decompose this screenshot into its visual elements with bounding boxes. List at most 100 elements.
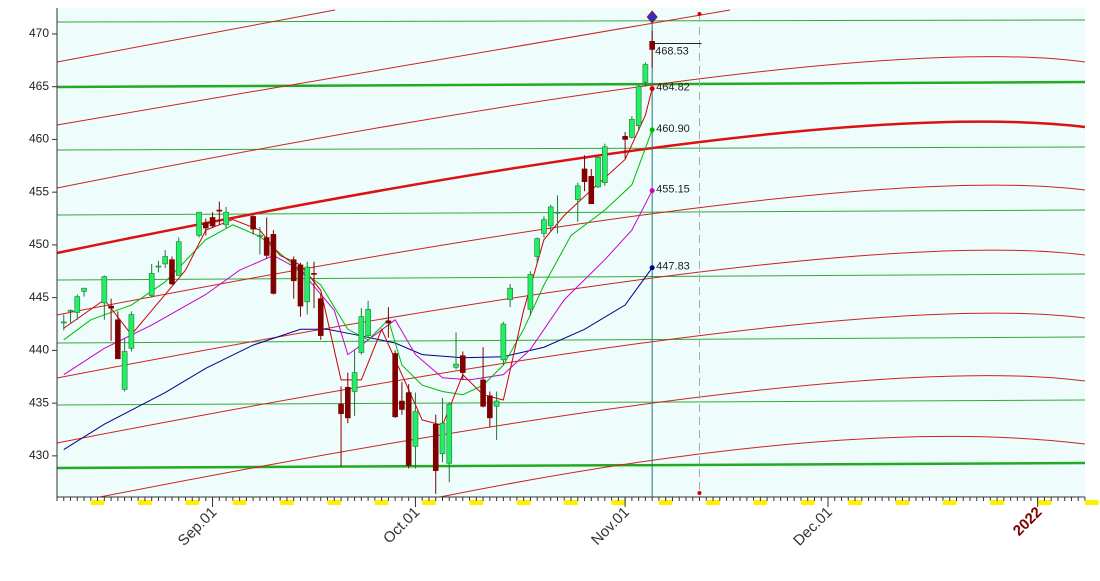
- weekend-marker: [611, 500, 626, 505]
- candle-body: [317, 298, 324, 336]
- x-tick-label: Dec.01: [790, 504, 836, 550]
- weekend-marker: [185, 500, 200, 505]
- candle-body: [358, 316, 365, 353]
- channel-line: [439, 435, 1086, 498]
- ma-end-label: 447.83: [656, 261, 690, 273]
- candle-body: [493, 400, 500, 407]
- ma-line: [63, 267, 653, 450]
- weekend-marker: [942, 500, 957, 505]
- weekend-marker: [1037, 500, 1052, 505]
- ma-end-label: 464.82: [656, 81, 690, 93]
- projection-dot: [697, 12, 702, 16]
- candle-body: [121, 351, 128, 390]
- y-tick-label: 430: [29, 448, 49, 462]
- candle-body: [196, 211, 202, 236]
- weekend-marker: [232, 500, 247, 505]
- ma-end-marker: [649, 127, 655, 133]
- channel-line: [56, 9, 731, 126]
- weekend-marker: [90, 500, 105, 505]
- channel-line: [56, 399, 1086, 406]
- candle-body: [223, 211, 229, 226]
- candle-body: [405, 392, 412, 466]
- candle-body: [554, 211, 561, 214]
- weekend-marker: [422, 500, 436, 505]
- weekend-marker: [280, 500, 294, 505]
- weekend-marker: [753, 500, 768, 505]
- candle-body: [345, 387, 351, 419]
- weekend-marker: [706, 500, 720, 505]
- channel-line: [56, 336, 1086, 344]
- candle-body: [290, 259, 297, 282]
- candle-body: [216, 209, 223, 212]
- weekend-marker: [1085, 500, 1099, 505]
- y-tick-label: 455: [29, 184, 49, 198]
- plot-area: [57, 8, 1085, 497]
- candle-body: [534, 238, 540, 257]
- candle-body: [392, 353, 398, 418]
- candle-body: [635, 86, 642, 127]
- candle-body: [453, 363, 459, 368]
- candle-body: [115, 319, 121, 360]
- candle-body: [297, 264, 304, 307]
- ma-line: [63, 129, 653, 396]
- channel-line: [56, 273, 1086, 281]
- candle-body: [581, 168, 588, 182]
- candle-body: [480, 379, 486, 407]
- channel-line: [56, 461, 1086, 470]
- candle-body: [507, 287, 513, 301]
- candle-body: [263, 237, 270, 256]
- candle-body: [81, 287, 87, 292]
- candle-body: [270, 234, 277, 294]
- channel-line: [56, 9, 336, 63]
- y-tick-label: 465: [29, 79, 49, 93]
- projection-dot: [697, 491, 702, 495]
- candle-body: [595, 157, 601, 188]
- x-tick-label: 2022: [1010, 504, 1046, 540]
- weekend-marker: [374, 500, 389, 505]
- candle-body: [202, 222, 209, 229]
- y-tick-label: 460: [29, 132, 49, 146]
- candle-body: [250, 216, 256, 230]
- ma-end-marker: [649, 188, 655, 194]
- candle-body: [588, 176, 595, 205]
- last-close-label: 468.53: [655, 45, 689, 57]
- y-tick-label: 445: [29, 290, 49, 304]
- candle-body: [574, 185, 581, 200]
- weekend-marker: [990, 500, 1004, 505]
- candle-body: [399, 400, 405, 410]
- ma-end-marker: [649, 86, 655, 92]
- candle-body: [527, 274, 534, 310]
- ma-end-label: 455.15: [656, 183, 690, 195]
- candle-body: [351, 372, 358, 392]
- candle-body: [649, 41, 655, 50]
- weekend-marker: [138, 500, 152, 505]
- ma-end-label: 460.90: [656, 123, 690, 135]
- y-tick-label: 440: [29, 343, 49, 357]
- candle-body: [439, 422, 446, 455]
- ma-end-marker: [649, 265, 655, 271]
- candle-body: [162, 256, 169, 265]
- channel-line: [56, 146, 1086, 151]
- weekend-marker: [564, 500, 578, 505]
- candle-body: [101, 276, 108, 304]
- candle-body: [487, 395, 493, 419]
- candle-body: [446, 403, 453, 464]
- weekend-marker: [469, 500, 484, 505]
- candle-body: [67, 310, 74, 312]
- candle-body: [175, 241, 182, 276]
- channel-line: [56, 56, 1086, 189]
- y-tick-label: 470: [29, 26, 49, 40]
- weekend-marker: [848, 500, 862, 505]
- candle-body: [602, 146, 608, 183]
- last-marker: [646, 10, 658, 24]
- y-tick-label: 435: [29, 395, 49, 409]
- channel-line: [99, 375, 1086, 498]
- weekend-marker: [895, 500, 910, 505]
- candle-body: [108, 305, 114, 309]
- weekend-marker: [800, 500, 815, 505]
- candle-body: [622, 135, 628, 140]
- weekend-marker: [658, 500, 673, 505]
- channel-line: [56, 80, 1086, 89]
- channel-line: [56, 19, 1086, 23]
